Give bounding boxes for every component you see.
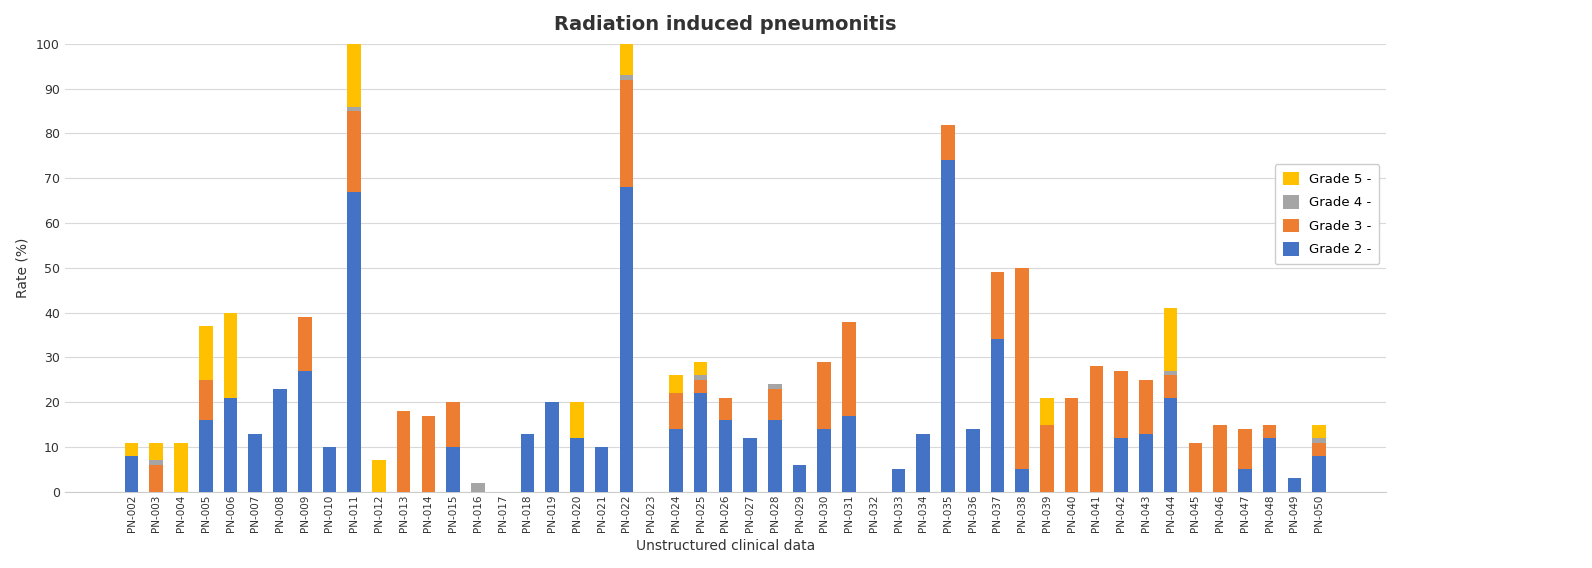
Bar [1065,398,1078,492]
Bar [1312,425,1326,438]
Bar [669,375,683,393]
Bar [1016,268,1028,469]
Bar [767,389,782,420]
Bar [1164,371,1178,375]
Bar [150,461,162,465]
Bar [619,187,634,492]
Bar [917,433,930,492]
Bar [817,362,831,429]
Bar [842,321,856,416]
Bar [1262,438,1277,492]
Bar [743,438,756,492]
Y-axis label: Rate (%): Rate (%) [14,237,29,298]
Bar [1016,469,1028,492]
Title: Radiation induced pneumonitis: Radiation induced pneumonitis [554,15,896,34]
Bar [150,442,162,461]
Bar [471,483,484,492]
Bar [298,371,312,492]
Bar [1312,456,1326,492]
Bar [669,393,683,429]
Bar [767,420,782,492]
Bar [1288,478,1301,492]
Bar [966,429,979,492]
Bar [1164,308,1178,371]
Bar [124,456,139,492]
Bar [347,111,361,191]
Bar [619,44,634,75]
Bar [718,398,732,420]
Bar [373,461,385,492]
Bar [817,429,831,492]
Bar [1114,371,1129,438]
Bar [199,326,213,380]
Bar [396,411,411,492]
Bar [1164,375,1178,398]
Bar [1189,442,1202,492]
Bar [1040,398,1054,425]
Bar [274,389,287,492]
Bar [793,465,806,492]
Bar [1089,366,1103,492]
Bar [124,442,139,456]
Bar [347,44,361,107]
Bar [990,272,1005,340]
Bar [1164,398,1178,492]
Bar [1140,380,1153,433]
Bar [990,340,1005,492]
Bar [347,191,361,492]
Bar [174,442,188,492]
Bar [1312,438,1326,442]
Bar [347,107,361,111]
Bar [521,433,535,492]
Bar [1140,433,1153,492]
Bar [941,124,955,160]
Bar [941,160,955,492]
Bar [694,380,707,393]
Bar [669,429,683,492]
Bar [892,469,906,492]
Legend: Grade 5 -, Grade 4 -, Grade 3 -, Grade 2 -: Grade 5 -, Grade 4 -, Grade 3 -, Grade 2… [1275,164,1379,264]
Bar [767,385,782,389]
Bar [842,416,856,492]
Bar [446,447,460,492]
Bar [224,398,237,492]
Bar [1213,425,1227,492]
X-axis label: Unstructured clinical data: Unstructured clinical data [635,539,815,553]
Bar [298,317,312,371]
Bar [1312,442,1326,456]
Bar [619,80,634,187]
Bar [323,447,336,492]
Bar [718,420,732,492]
Bar [1239,469,1251,492]
Bar [199,380,213,420]
Bar [1239,429,1251,469]
Bar [422,416,435,492]
Bar [224,312,237,398]
Bar [546,402,559,492]
Bar [694,362,707,375]
Bar [619,75,634,80]
Bar [199,420,213,492]
Bar [248,433,263,492]
Bar [1262,425,1277,438]
Bar [1114,438,1129,492]
Bar [570,402,584,438]
Bar [694,393,707,492]
Bar [1040,425,1054,492]
Bar [595,447,608,492]
Bar [570,438,584,492]
Bar [150,465,162,492]
Bar [446,402,460,447]
Bar [694,375,707,380]
